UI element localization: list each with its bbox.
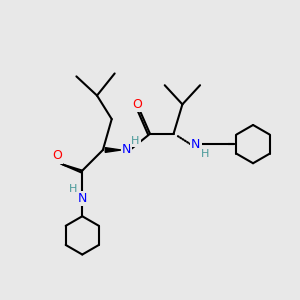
Text: H: H — [201, 148, 209, 158]
Text: O: O — [132, 98, 142, 111]
Text: H: H — [131, 136, 140, 146]
Text: N: N — [122, 143, 131, 157]
Text: O: O — [52, 149, 62, 162]
Polygon shape — [105, 148, 121, 152]
Text: N: N — [191, 138, 200, 151]
Text: H: H — [69, 184, 77, 194]
Text: N: N — [78, 192, 87, 205]
